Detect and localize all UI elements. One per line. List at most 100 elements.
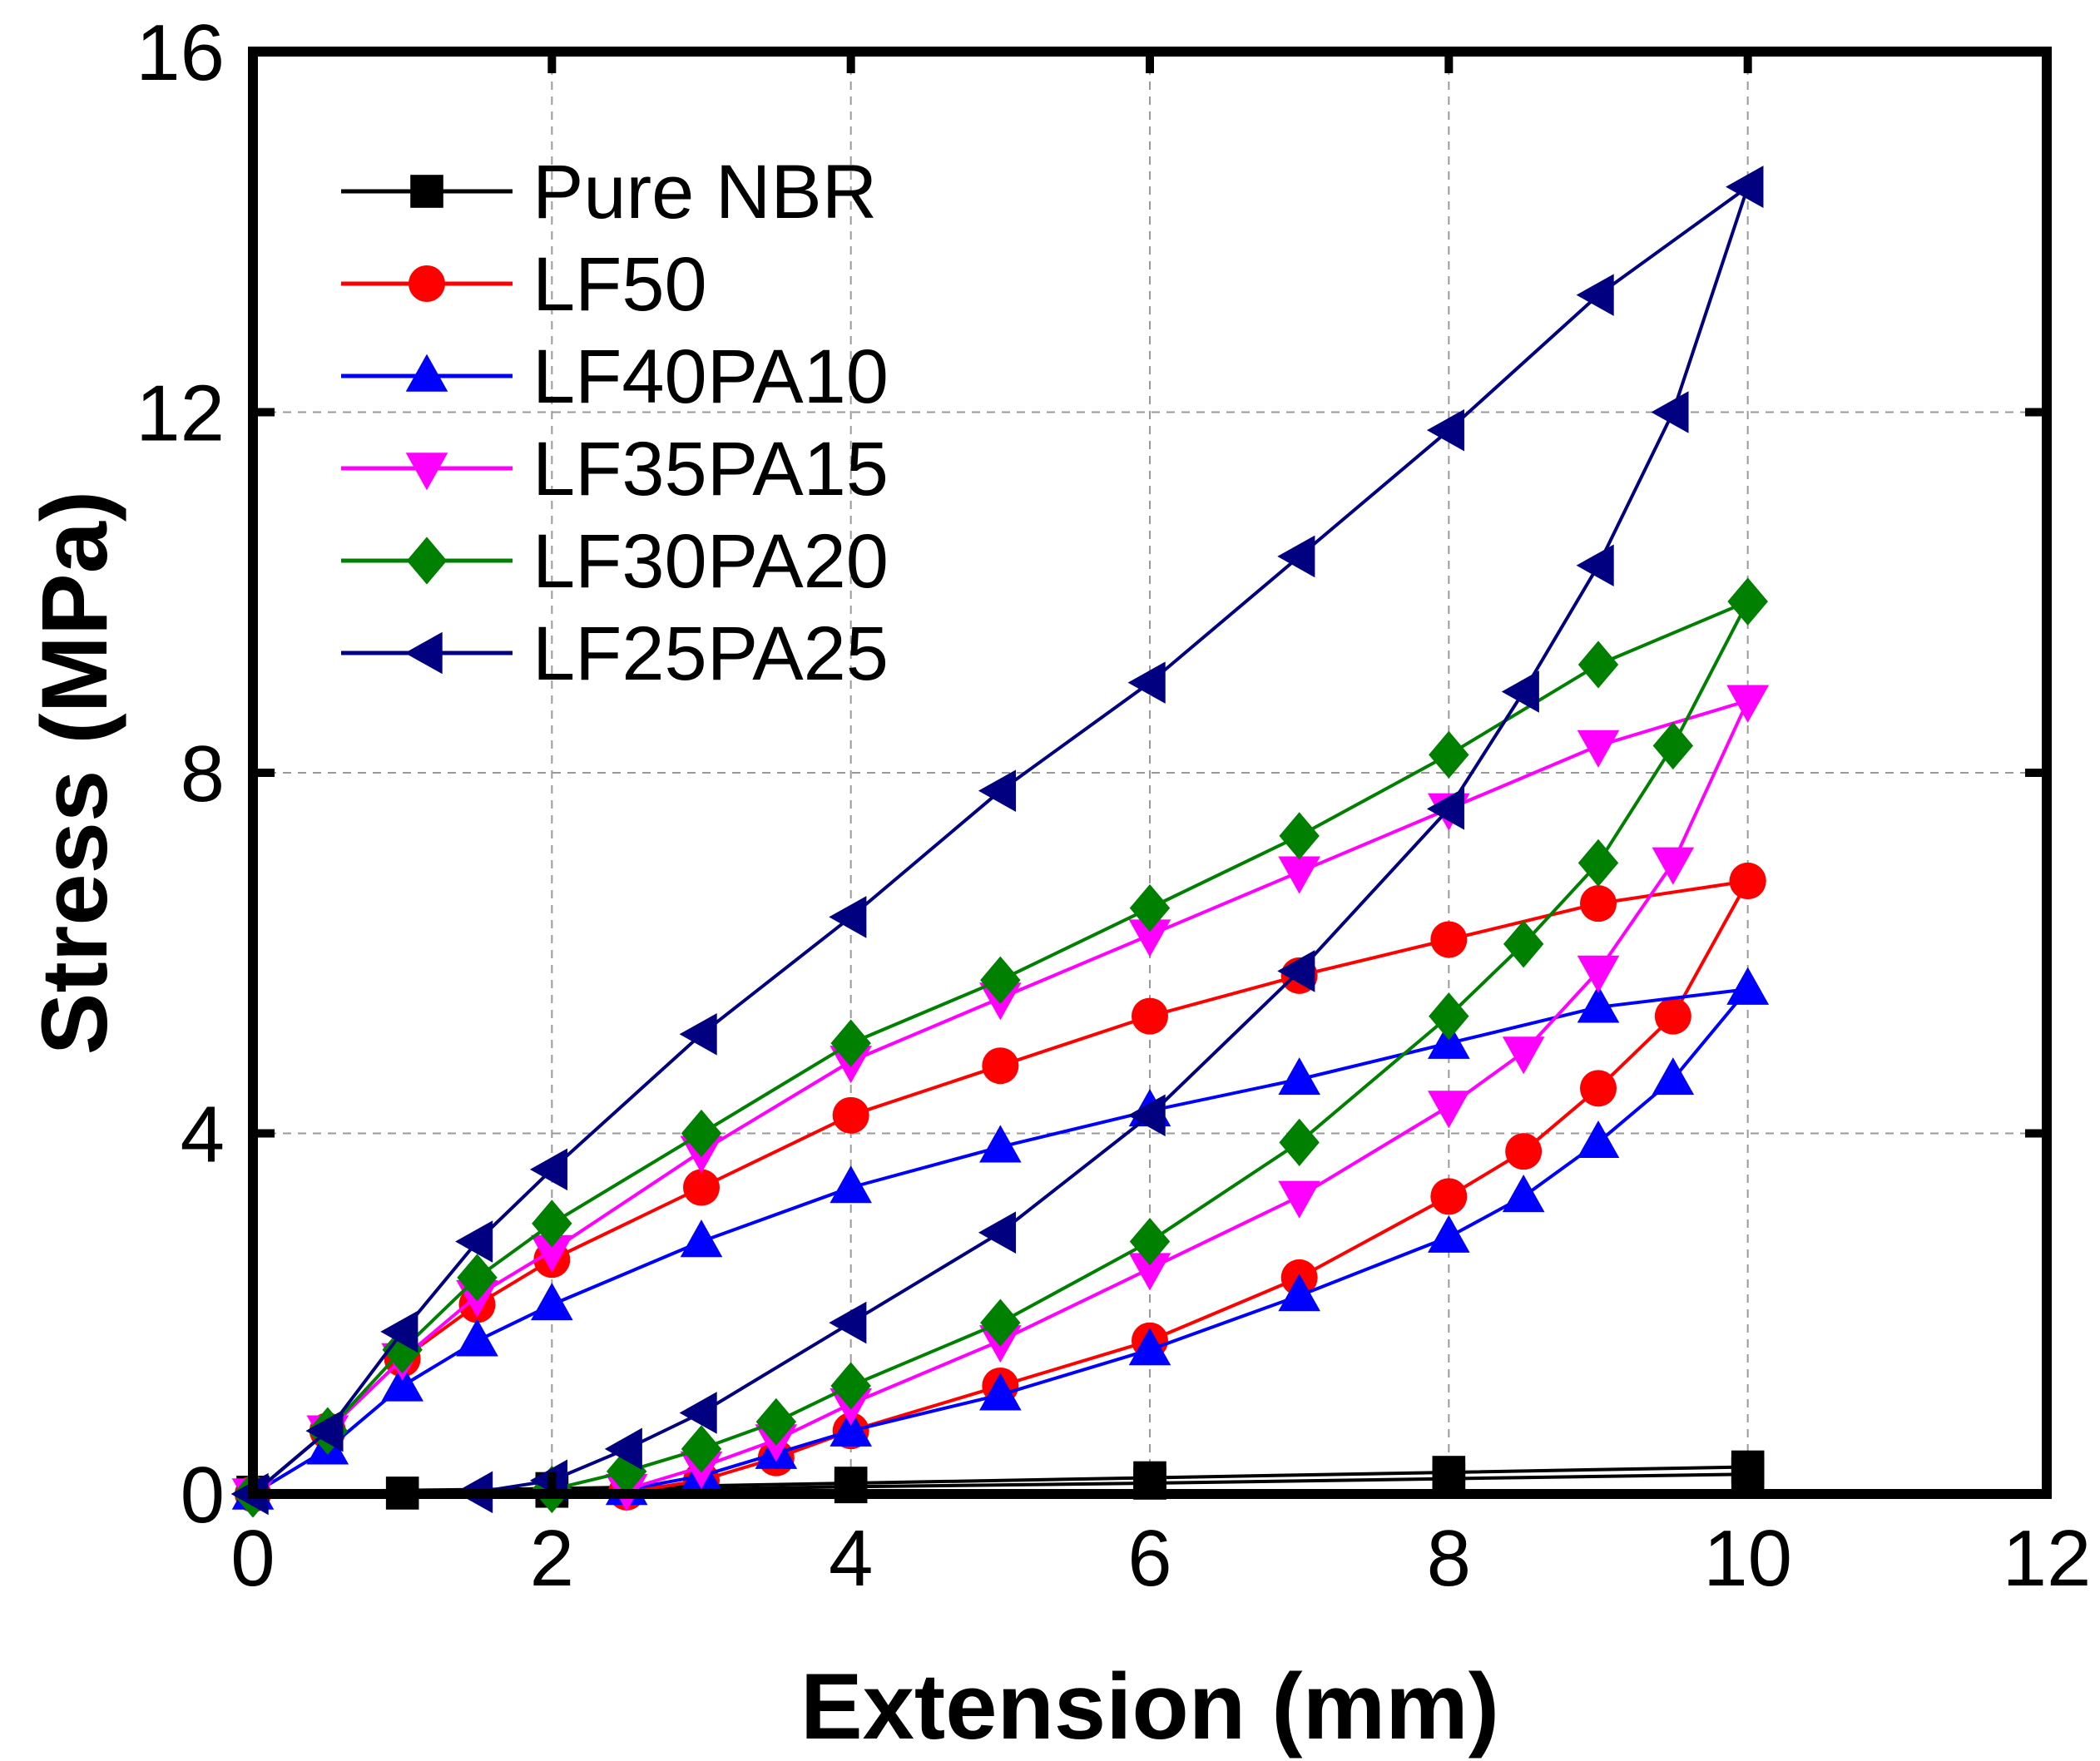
loading-point [829, 896, 867, 938]
loading-point [1128, 919, 1171, 957]
x-tick-label: 4 [829, 1514, 873, 1603]
loading-point [979, 1125, 1022, 1163]
unloading-point [1577, 838, 1619, 887]
loading-point [1580, 885, 1617, 923]
legend-label: LF35PA15 [532, 427, 889, 512]
legend-marker [409, 265, 445, 302]
unloading-point [1729, 863, 1766, 900]
loading-point [1430, 921, 1468, 958]
ticks: 0 2 4 6 8 10 12 0 4 8 12 16 [136, 8, 2091, 1603]
unloading-point [606, 1447, 647, 1496]
loading-point [1127, 661, 1166, 704]
unloading-point [1505, 1133, 1543, 1170]
unloading-point [755, 1397, 797, 1446]
legend-label: LF25PA25 [532, 611, 889, 696]
legend-item: LF30PA20 [341, 519, 889, 604]
loading-point [830, 1165, 872, 1204]
y-axis-title: Stress (MPa) [22, 491, 126, 1055]
unloading-point [1577, 1120, 1620, 1159]
x-tick-label: 6 [1127, 1514, 1171, 1603]
unloading-point [1129, 1217, 1171, 1266]
unloading-point [681, 1425, 722, 1473]
series-pure-nbr [236, 1450, 1765, 1510]
unloading-point [1426, 788, 1465, 830]
unloading-point [979, 1373, 1022, 1411]
y-tick-label: 4 [181, 1091, 225, 1180]
loading-point [1577, 641, 1619, 689]
loading-point [456, 1318, 498, 1357]
loading-point [830, 1019, 871, 1067]
y-tick-label: 12 [136, 369, 225, 458]
unloading-point [1127, 1094, 1166, 1137]
loading-point [1279, 812, 1320, 860]
x-tick-label: 8 [1427, 1514, 1471, 1603]
unloading-point [1429, 992, 1469, 1041]
series-lf25pa25 [230, 166, 1764, 1516]
loading-point [1577, 730, 1620, 768]
loading-point [457, 1254, 498, 1302]
unloading-point [1580, 1070, 1617, 1107]
unloading-point [1726, 685, 1769, 723]
loading-point [1428, 1021, 1470, 1059]
loading-point [1577, 985, 1620, 1023]
loading-point [529, 1148, 568, 1191]
unloading-point [1128, 1253, 1171, 1291]
legend-marker [405, 354, 448, 392]
unloading-point [1501, 670, 1539, 713]
legend-item: LF40PA10 [341, 334, 889, 419]
unloading-point [1651, 391, 1689, 433]
series-lf40pa10 [231, 967, 1769, 1510]
loading-point [978, 769, 1017, 812]
x-tick-label: 12 [2003, 1514, 2092, 1603]
unloading-point [1502, 1036, 1545, 1075]
unloading-point [1277, 950, 1315, 992]
unloading-point [1278, 1274, 1320, 1312]
legend-item: LF50 [341, 242, 707, 327]
legend-label: Pure NBR [532, 150, 877, 235]
unloading-point [1727, 577, 1768, 626]
loading-point [680, 1219, 723, 1258]
legend-item: Pure NBR [341, 150, 877, 235]
series-group [230, 166, 1769, 1518]
x-tick-label: 2 [530, 1514, 574, 1603]
y-tick-label: 0 [181, 1451, 225, 1540]
unloading-point [1652, 847, 1695, 885]
legend-marker [404, 631, 443, 675]
unloading-point [1652, 1057, 1695, 1096]
loading-point [832, 1096, 869, 1134]
legend-label: LF50 [532, 242, 707, 327]
loading-point [1132, 997, 1168, 1035]
unloading-point [1726, 967, 1769, 1005]
loading-point [982, 1047, 1019, 1085]
loading-point [1576, 274, 1614, 316]
legend-marker [410, 175, 443, 208]
legend-label: LF30PA20 [532, 519, 889, 604]
unloading-point [978, 1211, 1017, 1254]
unloading-point [1430, 1178, 1468, 1215]
unloading-point [679, 1392, 717, 1434]
unloading-point [1428, 1214, 1470, 1253]
loading-point [380, 1310, 419, 1353]
unloading-point [830, 1408, 872, 1447]
unloading-point [1503, 920, 1544, 968]
legend: Pure NBRLF50LF40PA10LF35PA15LF30PA20LF25… [341, 150, 889, 696]
loading-point [305, 1409, 344, 1452]
loading-point [1277, 535, 1315, 578]
legend-label: LF40PA10 [532, 334, 889, 419]
unloading-point [830, 1362, 871, 1410]
y-tick-label: 8 [181, 730, 225, 819]
loading-point [381, 1363, 423, 1402]
x-axis-title: Extension (mm) [800, 1655, 1499, 1759]
loading-point [531, 1234, 573, 1273]
legend-item: LF35PA15 [341, 427, 889, 512]
unloading-point [1577, 955, 1620, 993]
unloading-point [829, 1301, 867, 1344]
loading-point [455, 1220, 493, 1263]
loading-point [679, 1012, 717, 1056]
loading-point [532, 1200, 572, 1248]
legend-item: LF25PA25 [341, 611, 889, 696]
unloading-point [1278, 1180, 1320, 1219]
loading-point [1426, 408, 1465, 452]
unloading-point [1576, 544, 1614, 587]
